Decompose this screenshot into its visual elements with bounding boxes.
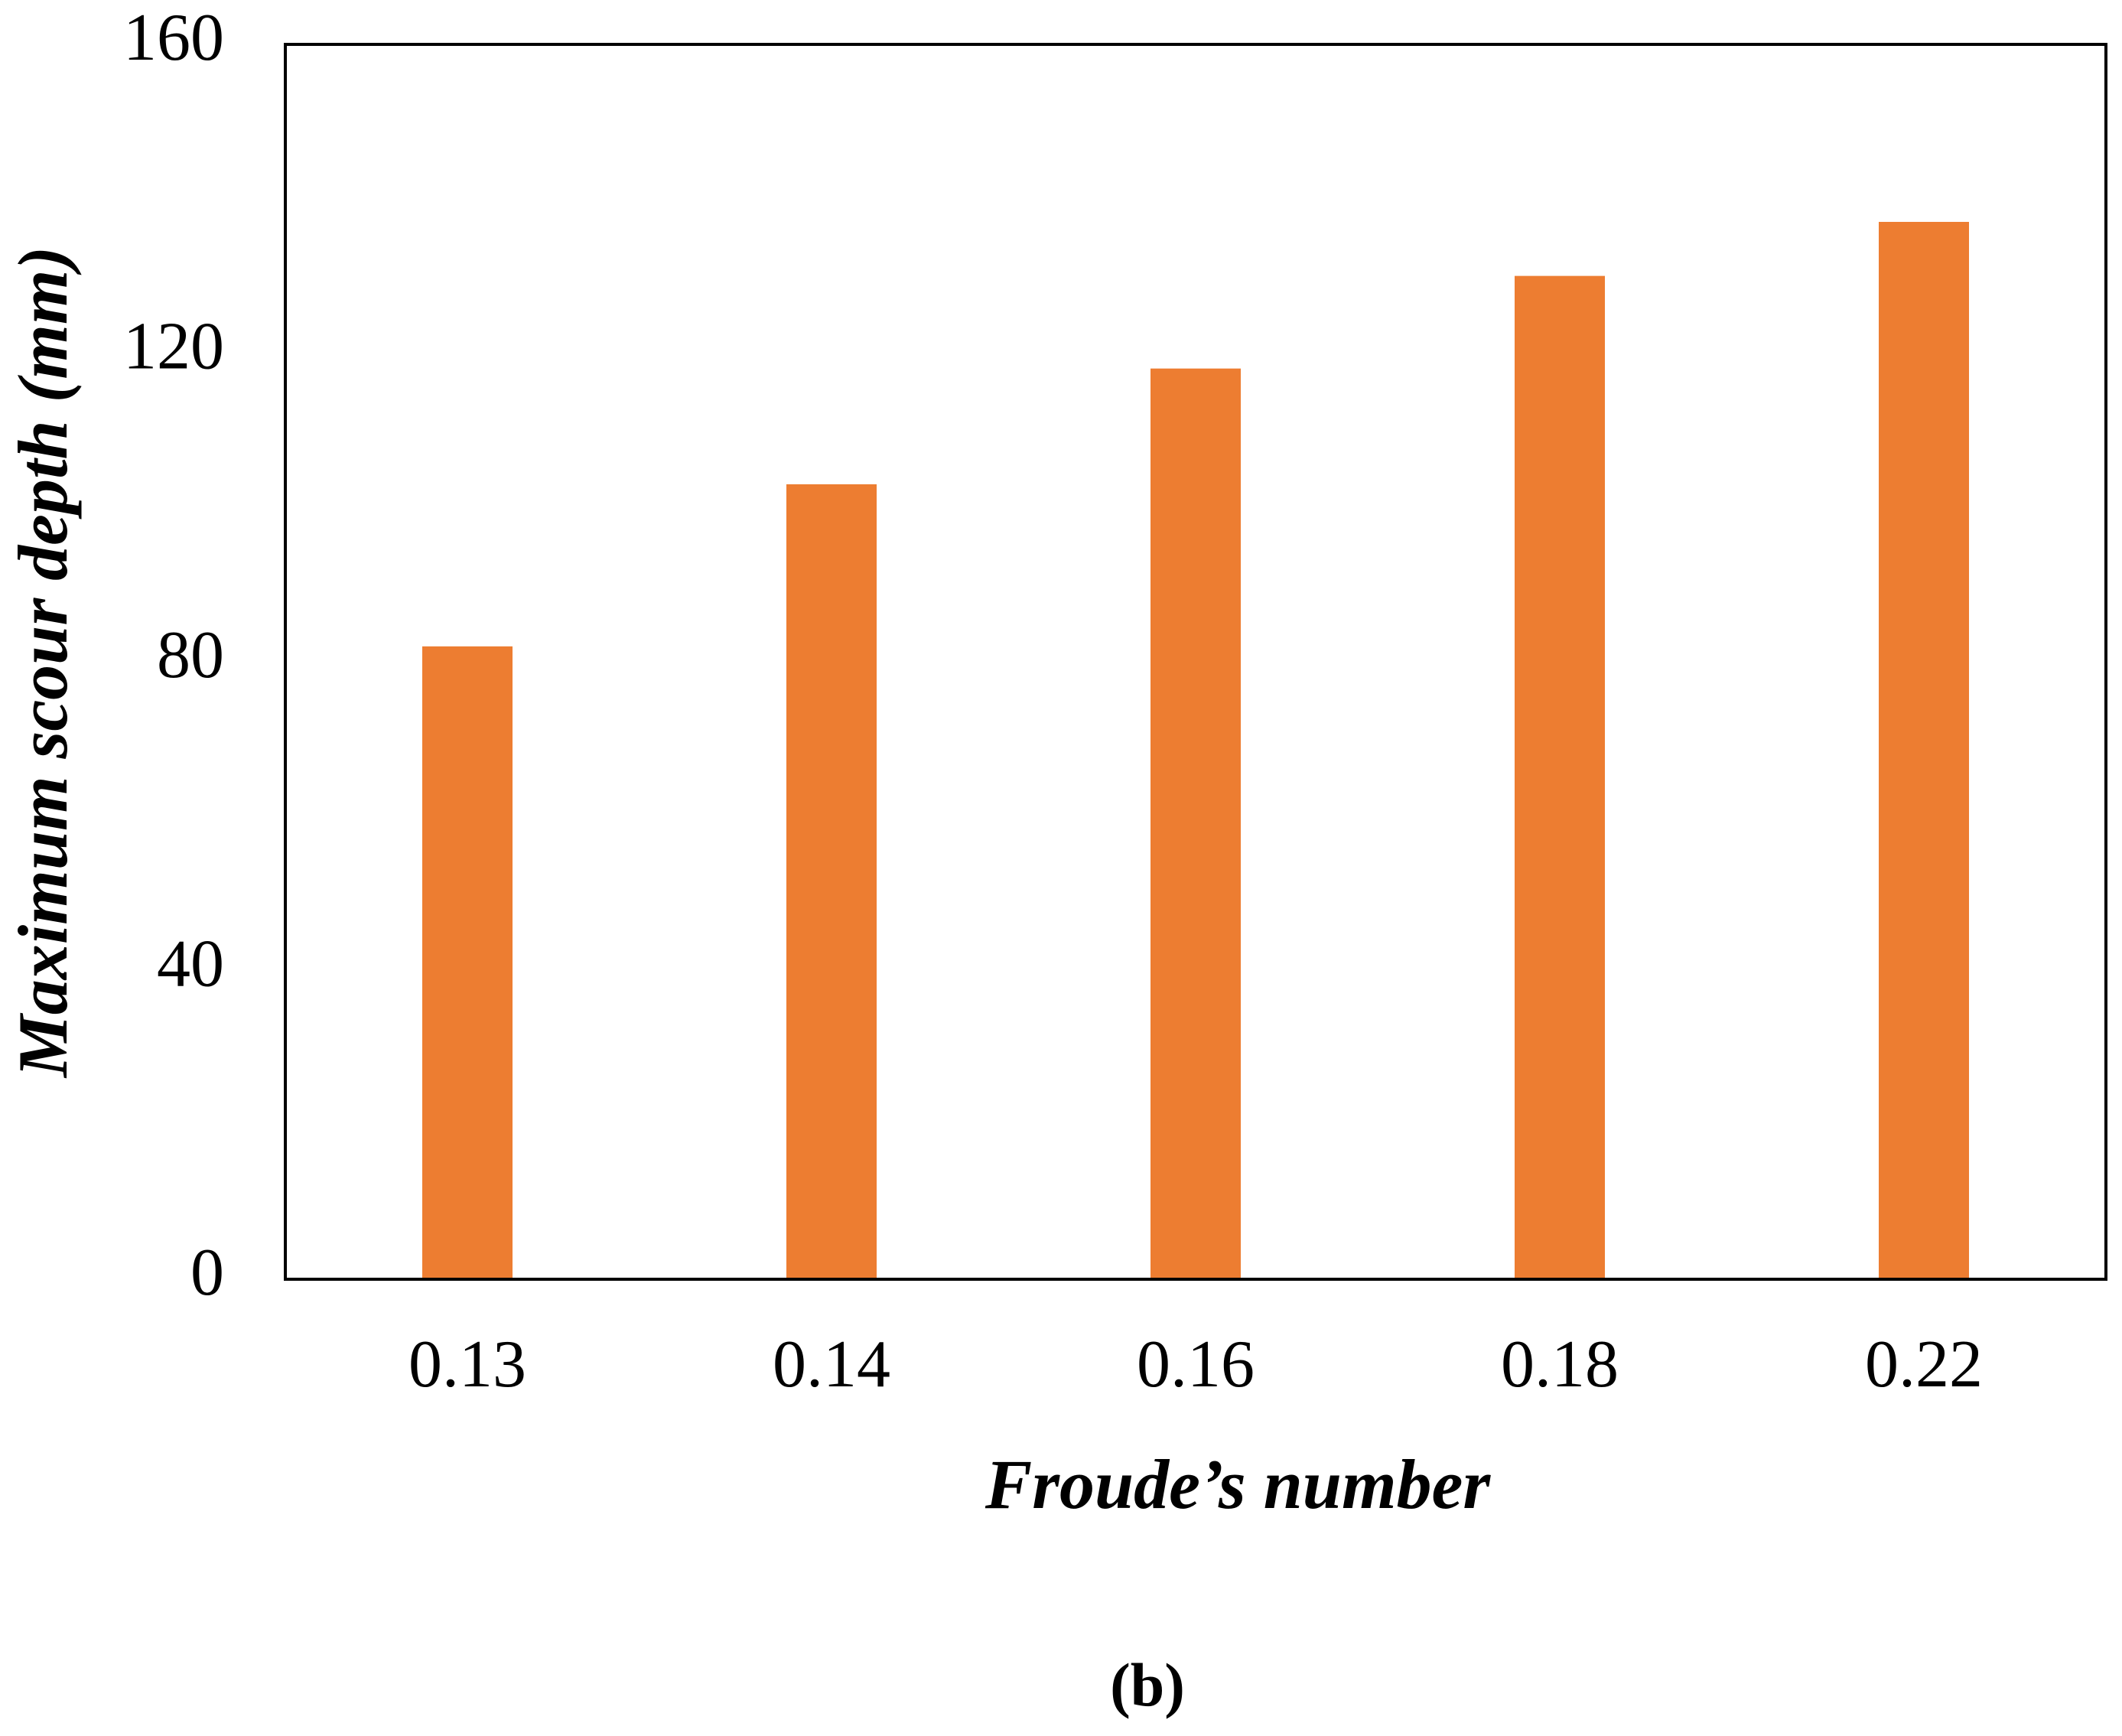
x-tick-label: 0.16 (1137, 1327, 1255, 1402)
y-tick-label: 40 (157, 927, 224, 1002)
y-tick-label: 0 (190, 1236, 224, 1310)
x-tick-label: 0.13 (408, 1327, 526, 1402)
y-axis-title: Maximum scour depth (mm) (4, 246, 82, 1079)
bar (786, 484, 877, 1279)
bar (1879, 222, 1969, 1280)
y-tick-label: 120 (123, 310, 224, 384)
bar (1151, 368, 1241, 1279)
plot-frame (284, 43, 2107, 1281)
x-axis-title: Froude’s number (985, 1445, 1492, 1523)
x-tick-label: 0.14 (773, 1327, 890, 1402)
bar (422, 646, 513, 1279)
x-tick-label: 0.22 (1865, 1327, 1983, 1402)
caption: (b) (1110, 1652, 1185, 1719)
y-tick-label: 160 (123, 1, 224, 75)
y-tick-label: 80 (157, 618, 224, 692)
x-tick-label: 0.18 (1501, 1327, 1619, 1402)
bar (1515, 275, 1605, 1279)
